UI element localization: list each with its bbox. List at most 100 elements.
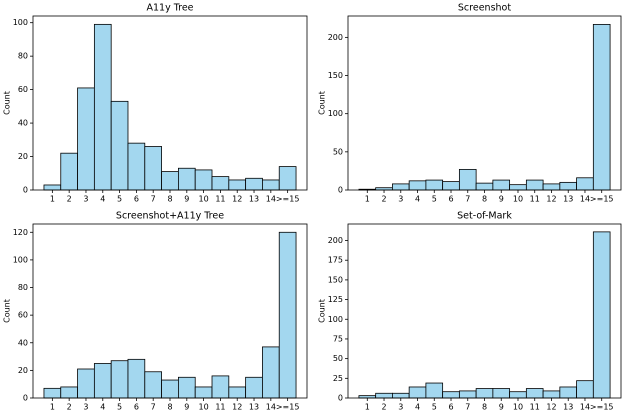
x-tick-label: 3 [398,403,403,410]
y-tick-label: 0 [23,186,28,195]
x-tick-label: 8 [482,403,487,410]
bar [194,169,213,191]
bar [592,231,611,399]
x-tick-label: 12 [232,195,242,204]
bar [492,179,511,191]
x-tick-label: >=15 [590,403,614,410]
bar [458,168,477,191]
y-axis-label: Count [318,91,327,115]
x-tick-label: 12 [232,403,242,410]
bar [43,387,62,399]
axes-frame [347,15,622,191]
x-tick-label: 9 [184,403,189,410]
y-tick-label: 20 [18,152,28,161]
bar [442,391,460,399]
bar [144,371,162,399]
bar [442,181,460,191]
bar [375,392,393,399]
x-tick-label: 9 [499,195,504,204]
x-tick-label: 4 [100,403,105,410]
x-tick-label: 10 [199,403,209,410]
x-tick-label: 14 [580,195,590,204]
bar [559,386,577,399]
bar [425,382,444,399]
y-tick-label: 125 [328,295,343,304]
y-tick-label: 100 [328,109,343,118]
y-tick-label: 150 [328,71,343,80]
y-tick-label: 40 [18,338,28,347]
x-tick-label: 1 [50,403,55,410]
bar [228,179,247,191]
x-tick-label: >=15 [590,195,614,204]
bar [77,368,95,399]
x-tick-label: 5 [432,195,437,204]
bar [144,146,162,191]
x-tick-label: 12 [546,195,556,204]
x-tick-label: 14 [266,403,276,410]
y-tick-label: 25 [333,374,343,383]
bar [43,184,62,191]
x-tick-label: 8 [482,195,487,204]
x-tick-label: 8 [167,195,172,204]
y-tick-label: 0 [338,186,343,195]
x-tick-label: 14 [266,195,276,204]
chart-title: A11y Tree [146,3,193,14]
x-tick-label: 14 [580,403,590,410]
y-tick-label: 50 [333,354,343,363]
y-tick-label: 200 [328,33,343,42]
bar [458,390,477,399]
y-tick-label: 200 [328,236,343,245]
y-tick-label: 60 [18,85,28,94]
x-tick-label: 13 [563,403,573,410]
bar [559,181,577,191]
x-tick-label: 10 [513,403,523,410]
bar [509,184,527,191]
x-tick-label: 3 [83,195,88,204]
x-tick-label: 6 [448,403,453,410]
chart-title: Screenshot [458,3,511,14]
x-tick-label: 11 [530,403,540,410]
bar [110,100,129,191]
y-tick-label: 80 [18,52,28,61]
bar [576,380,594,399]
x-tick-label: 7 [465,195,470,204]
bar [509,391,527,399]
bar [161,171,179,191]
bar [392,392,410,399]
bar [127,358,146,399]
x-tick-label: 3 [83,403,88,410]
bar [278,231,297,399]
y-axis-label: Count [3,91,12,115]
x-tick-label: 5 [117,195,122,204]
bar [408,386,427,399]
x-tick-label: 1 [365,403,370,410]
bar [194,386,213,399]
x-tick-label: 11 [215,195,225,204]
x-tick-label: 13 [249,195,259,204]
bar [576,177,594,191]
bar [262,346,280,399]
bar [425,179,444,191]
x-tick-label: >=15 [276,403,300,410]
x-tick-label: 6 [134,195,139,204]
bar [93,23,112,191]
x-tick-label: 1 [50,195,55,204]
y-tick-label: 120 [13,228,28,237]
x-tick-label: 13 [563,195,573,204]
x-tick-label: 5 [432,403,437,410]
bar [475,388,494,399]
y-tick-label: 100 [13,255,28,264]
bar [542,390,561,399]
x-tick-label: >=15 [276,195,300,204]
bar [392,183,410,191]
bar [60,386,78,399]
x-tick-label: 6 [448,195,453,204]
bar [525,179,544,191]
y-tick-label: 75 [333,334,343,343]
bar [178,376,196,399]
bar [127,142,146,191]
y-axis-label: Count [3,299,12,323]
bar [60,152,78,191]
bar [525,388,544,399]
bar [492,388,511,399]
